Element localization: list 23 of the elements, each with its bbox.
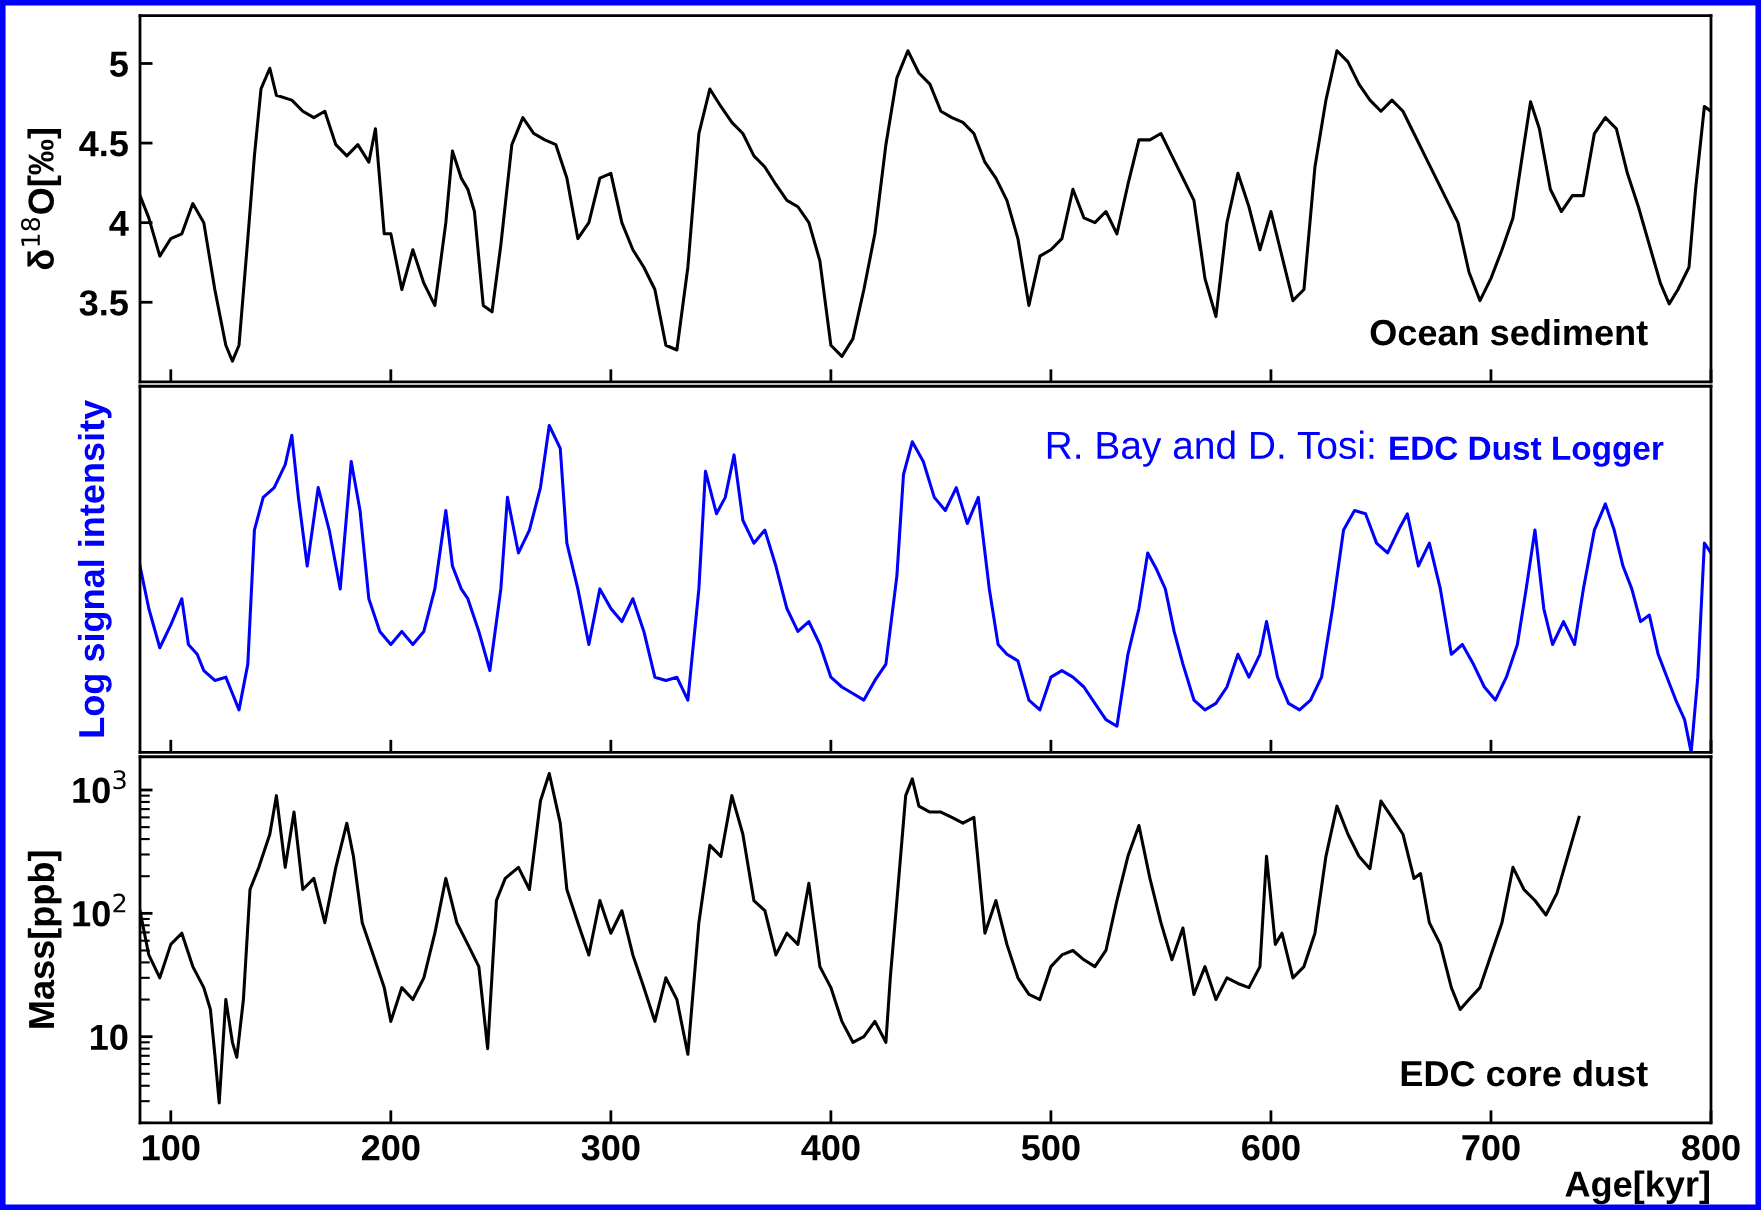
x-tick-label: 700 (1462, 1134, 1520, 1161)
y-tick-label: 10$^{3}$ (73, 770, 126, 804)
x-tick-label: 600 (1242, 1134, 1300, 1161)
annotation: Ocean sediment (1370, 318, 1648, 346)
y-tick-label: 4 (109, 210, 129, 236)
x-tick-label: 300 (581, 1134, 640, 1161)
y-tick-label: 10 (91, 1024, 128, 1051)
y-tick-label: 4.5 (79, 131, 128, 157)
y-tick-label: 3.5 (79, 290, 128, 316)
x-tick-label: 100 (142, 1134, 200, 1161)
x-axis-title: Age[kyr] (1565, 1170, 1709, 1205)
y-axis-title: Log signal intensity (77, 399, 112, 737)
annotation: R. Bay and D. Tosi: (1047, 430, 1374, 467)
y-axis-title: δ$^{18}$O[‰] (21, 129, 62, 270)
y-axis-title: Mass[ppb] (27, 851, 62, 1028)
y-tick-label: 10$^{2}$ (73, 893, 126, 927)
x-tick-label: 800 (1682, 1134, 1740, 1161)
annotation: EDC Dust Logger (1390, 436, 1664, 467)
x-tick-label: 200 (361, 1134, 420, 1161)
x-tick-label: 400 (801, 1134, 860, 1161)
annotation: EDC core dust (1401, 1059, 1648, 1087)
y-tick-label: 5 (109, 51, 128, 77)
x-tick-label: 500 (1021, 1134, 1080, 1161)
